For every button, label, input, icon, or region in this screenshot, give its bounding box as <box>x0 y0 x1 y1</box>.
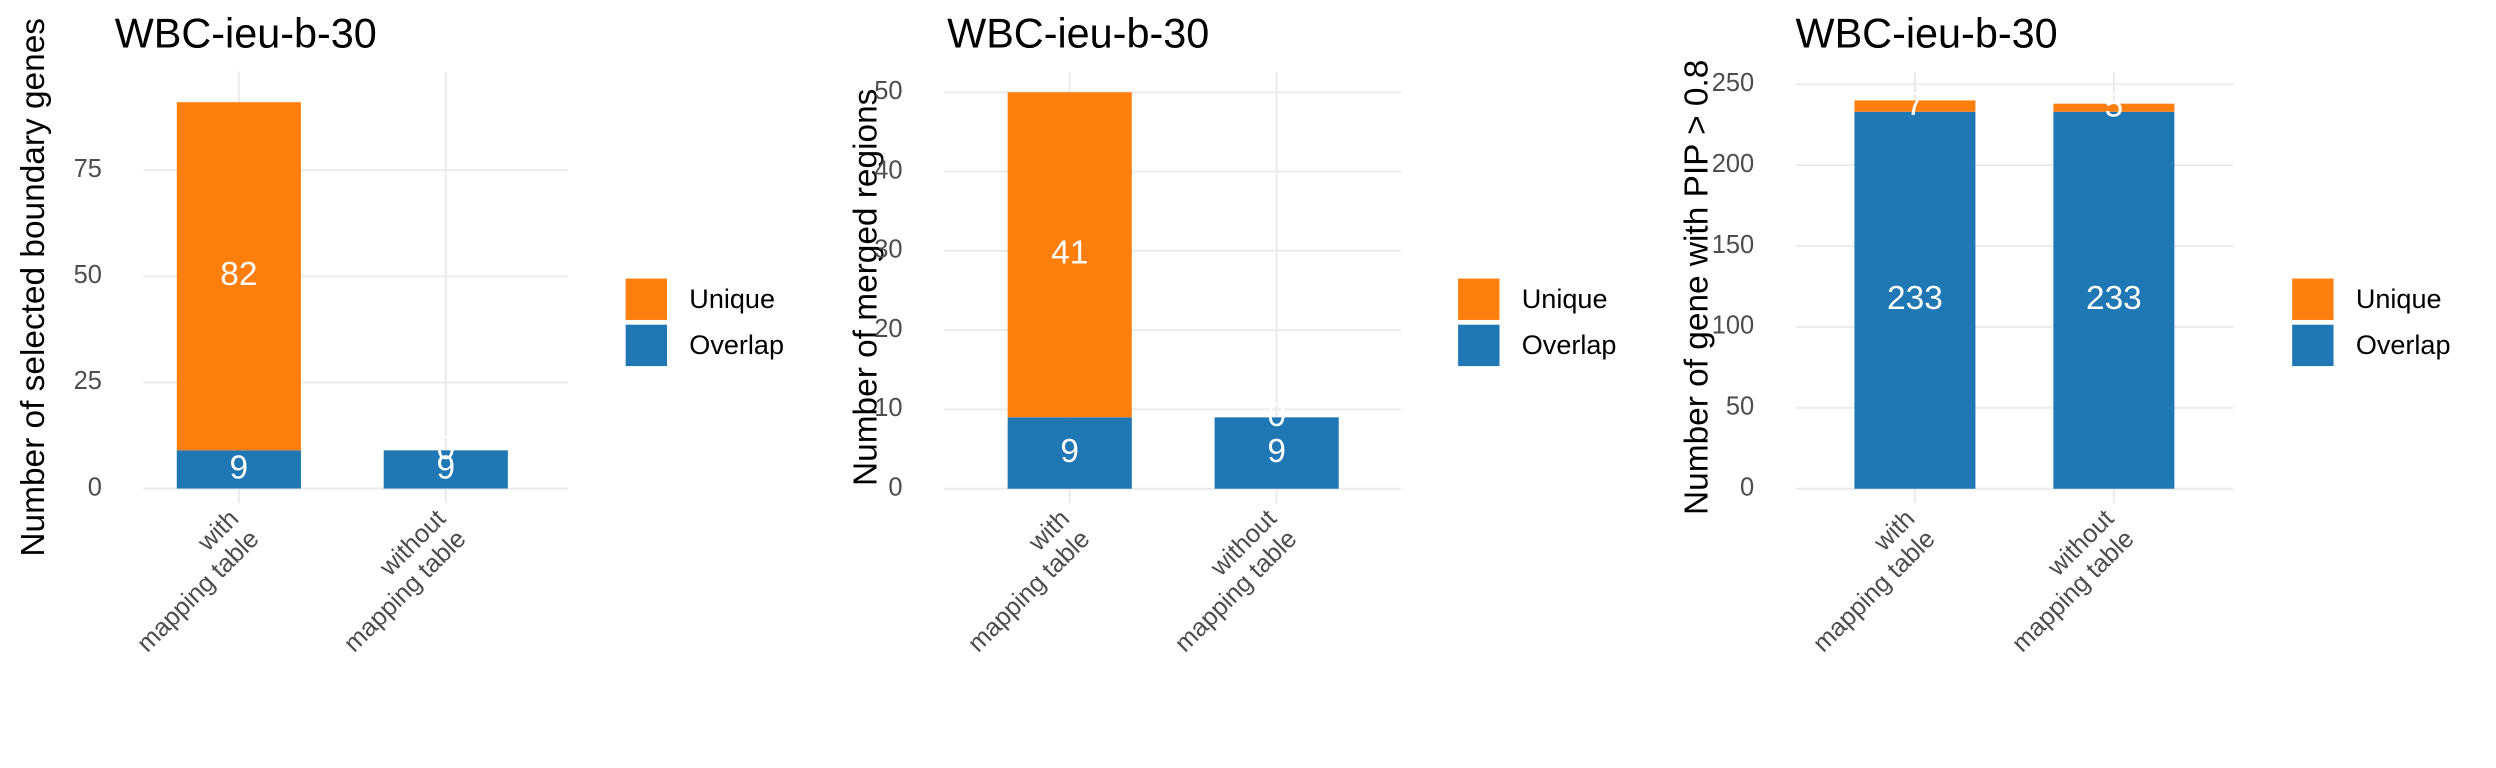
legend-label: Unique <box>689 284 775 314</box>
y-tick-label: 100 <box>1712 312 1754 340</box>
y-tick-label: 50 <box>1726 393 1754 421</box>
x-tick-label: withoutmapping table <box>1986 504 2139 657</box>
y-tick-label: 150 <box>1712 231 1754 259</box>
legend-swatch <box>1458 278 1500 320</box>
legend-swatch <box>625 278 668 320</box>
legend-swatch <box>625 324 668 367</box>
x-tick-label: withmapping table <box>942 504 1095 657</box>
bar-segment <box>176 450 301 489</box>
x-tick-label: withoutmapping table <box>1149 504 1302 657</box>
bar-segment <box>176 102 301 451</box>
x-tick-label: withmapping table <box>111 504 264 657</box>
bar-segment <box>2053 103 2175 112</box>
data-label: 7 <box>1906 86 1925 123</box>
data-label: 0 <box>1267 397 1286 434</box>
data-label: 9 <box>1267 433 1286 470</box>
y-tick-label: 20 <box>874 315 902 343</box>
bar-segment <box>2053 111 2175 489</box>
y-tick-label: 10 <box>874 394 902 422</box>
data-label: 5 <box>2105 88 2124 125</box>
legend-label: Overlap <box>2356 330 2451 360</box>
data-label: 0 <box>436 430 455 467</box>
y-tick-label: 200 <box>1712 150 1754 178</box>
data-label: 233 <box>1887 280 1943 317</box>
legend-swatch <box>2292 278 2334 320</box>
data-label: 82 <box>220 256 257 293</box>
y-tick-label: 30 <box>874 236 902 264</box>
x-tick-label-line: mapping table <box>1808 525 1941 658</box>
chart-title: WBC-ieu-b-30 <box>115 11 377 57</box>
y-tick-label: 0 <box>888 473 902 501</box>
data-label: 9 <box>230 449 249 486</box>
data-label: 9 <box>436 449 455 486</box>
bar-segment <box>1854 111 1976 489</box>
y-tick-label: 50 <box>874 77 902 105</box>
x-tick-label-line: mapping table <box>131 525 264 658</box>
bar-segment <box>1854 100 1976 112</box>
chart-title: WBC-ieu-b-30 <box>1796 11 2058 57</box>
x-tick-label: withoutmapping table <box>318 504 471 657</box>
y-tick-label: 250 <box>1712 69 1754 97</box>
y-tick-label: 0 <box>1740 473 1754 501</box>
legend-swatch <box>1458 324 1500 367</box>
y-tick-label: 0 <box>88 473 102 501</box>
bar-segment <box>383 450 508 489</box>
legend-label: Overlap <box>1522 330 1617 360</box>
y-tick-label: 25 <box>74 367 102 395</box>
y-axis-label: Number of gene with PIP > 0.8 <box>1678 60 1715 515</box>
y-tick-label: 50 <box>74 261 102 289</box>
chart-title: WBC-ieu-b-30 <box>947 11 1209 57</box>
bar-segment <box>1007 92 1132 418</box>
x-tick-label-line: mapping table <box>962 525 1095 658</box>
bar-segment <box>1007 417 1132 489</box>
legend-swatch <box>2292 324 2334 367</box>
data-label: 9 <box>1060 433 1079 470</box>
x-tick-label: withmapping table <box>1787 504 1940 657</box>
legend-label: Overlap <box>689 330 784 360</box>
y-tick-label: 75 <box>74 155 102 183</box>
legend-label: Unique <box>1522 284 1608 314</box>
data-label: 41 <box>1051 235 1088 272</box>
bar-segment <box>1214 417 1339 489</box>
y-axis-label: Number of selected boundary genes <box>15 18 52 557</box>
legend-label: Unique <box>2356 284 2442 314</box>
data-label: 233 <box>2086 280 2142 317</box>
y-axis-label: Number of merged regions <box>847 89 884 486</box>
y-tick-label: 40 <box>874 156 902 184</box>
